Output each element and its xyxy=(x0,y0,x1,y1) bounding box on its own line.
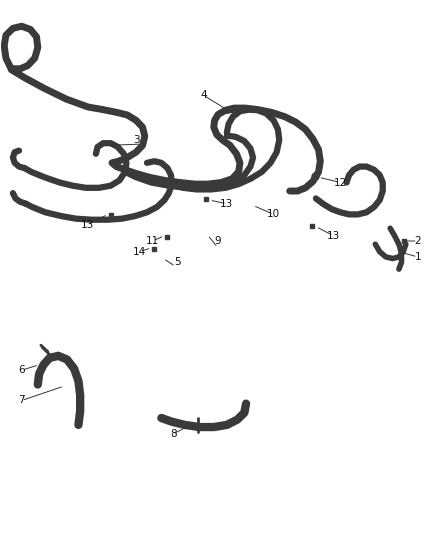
Text: 9: 9 xyxy=(215,236,222,246)
Text: 6: 6 xyxy=(18,365,25,375)
Text: 14: 14 xyxy=(133,247,146,256)
Text: 3: 3 xyxy=(133,135,139,145)
Text: 13: 13 xyxy=(81,220,94,230)
Text: 12: 12 xyxy=(334,177,347,188)
Text: 11: 11 xyxy=(146,236,159,246)
Text: 13: 13 xyxy=(220,199,233,209)
Text: 2: 2 xyxy=(414,236,421,246)
Text: 1: 1 xyxy=(414,252,421,262)
Text: 4: 4 xyxy=(201,90,207,100)
Text: 8: 8 xyxy=(170,429,177,439)
Text: 10: 10 xyxy=(267,209,280,220)
Text: 5: 5 xyxy=(174,257,181,267)
Text: 13: 13 xyxy=(327,231,340,241)
Text: 7: 7 xyxy=(18,395,25,406)
